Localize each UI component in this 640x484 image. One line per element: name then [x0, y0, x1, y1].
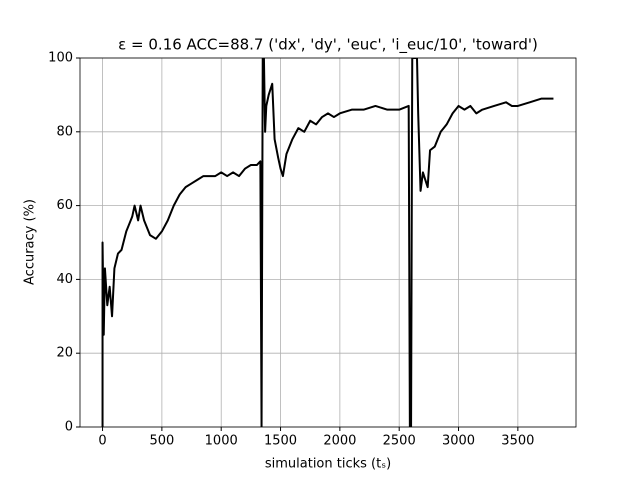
x-tick-label: 0	[98, 434, 106, 449]
axes-frame	[79, 57, 577, 428]
x-tick-label: 1500	[264, 434, 297, 449]
x-tick-label: 3000	[442, 434, 475, 449]
x-tick-label: 2000	[323, 434, 356, 449]
y-tick-label: 80	[56, 124, 73, 139]
x-tick-label: 500	[149, 434, 174, 449]
data-line	[101, 58, 554, 427]
x-axis-label: simulation ticks (tₛ)	[265, 457, 391, 472]
x-tick-label: 3500	[501, 434, 534, 449]
y-tick-label: 40	[56, 272, 73, 287]
x-tick-label: 1000	[205, 434, 238, 449]
y-tick-label: 20	[56, 346, 73, 361]
chart-title: ε = 0.16 ACC=88.7 ('dx', 'dy', 'euc', 'i…	[118, 36, 538, 55]
y-tick-label: 0	[65, 420, 73, 435]
x-tick-label: 2500	[383, 434, 416, 449]
y-tick-label: 100	[48, 51, 73, 66]
plot-area	[101, 58, 554, 427]
y-tick-label: 60	[56, 198, 73, 213]
y-axis-label: Accuracy (%)	[23, 199, 38, 285]
